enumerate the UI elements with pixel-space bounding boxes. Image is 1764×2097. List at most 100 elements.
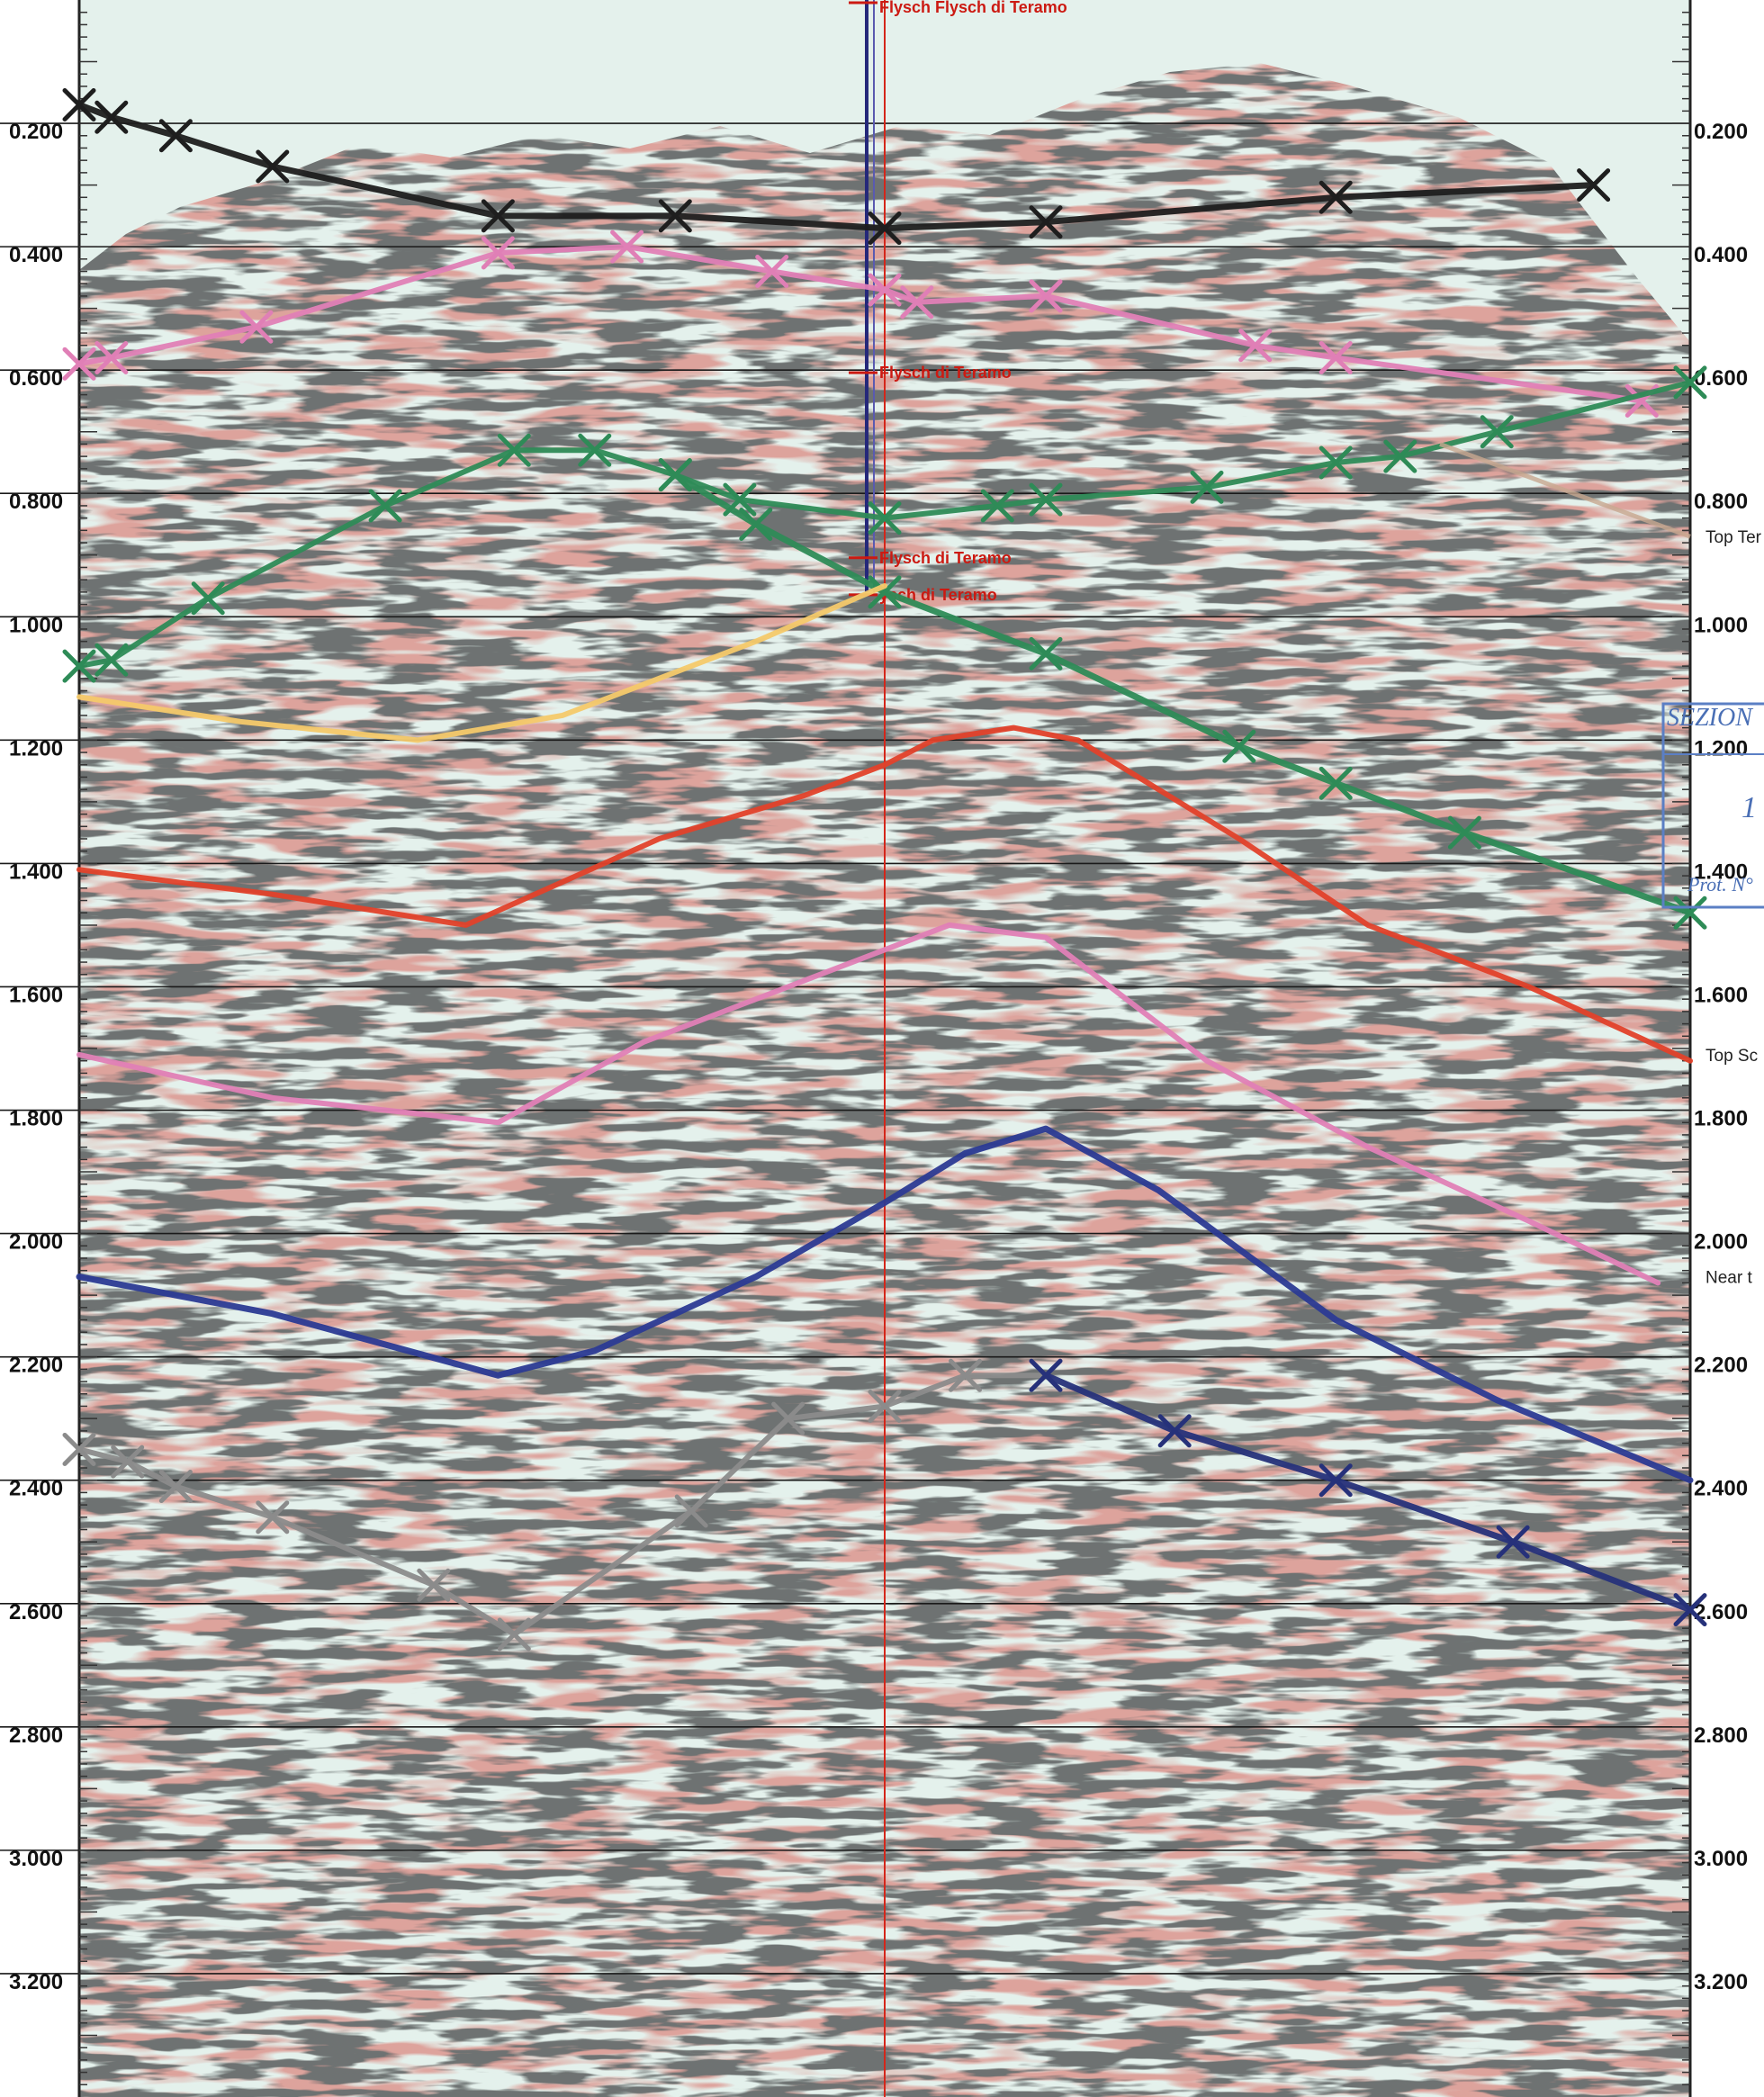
left-tick-label: 0.400: [9, 243, 63, 267]
well-formation-label: Flysch Flysch di Teramo: [879, 0, 1067, 16]
pick-marker: [256, 1500, 290, 1534]
stamp: SEZION 1 Prot. N°: [1661, 702, 1764, 909]
pick-marker: [239, 310, 274, 344]
left-tick-label: 1.000: [9, 613, 63, 637]
faint-horizon-top-right: [1439, 442, 1691, 539]
right-annotation-label: Top Ter: [1706, 528, 1762, 547]
pick-marker: [674, 1494, 708, 1528]
pick-marker: [610, 230, 644, 264]
pick-marker: [1577, 168, 1611, 202]
horizon-series: [62, 88, 1707, 1652]
pick-marker: [1673, 365, 1707, 400]
right-tick-label: 2.000: [1694, 1230, 1748, 1255]
left-tick-label: 2.600: [9, 1600, 63, 1624]
pick-marker: [62, 1432, 96, 1466]
pick-marker: [1238, 328, 1273, 363]
horizon-line-5: [76, 724, 1693, 1064]
pick-marker: [868, 501, 902, 536]
left-tick-label: 1.400: [9, 860, 63, 884]
pick-marker: [658, 199, 692, 233]
right-tick-label: 3.000: [1694, 1847, 1748, 1871]
right-annotations: Top Ter Top Sc Near t: [1439, 442, 1762, 1288]
left-tick-label: 0.600: [9, 366, 63, 391]
pick-marker: [1190, 470, 1224, 504]
pick-marker: [578, 433, 612, 467]
pick-marker: [1157, 1414, 1192, 1448]
pick-marker: [481, 236, 515, 270]
pick-marker: [1318, 1463, 1353, 1498]
pick-marker: [1318, 446, 1353, 480]
pick-marker: [1029, 279, 1063, 313]
right-tick-label: 0.800: [1694, 490, 1748, 514]
pick-marker: [1029, 482, 1063, 517]
pick-marker: [1673, 896, 1707, 930]
right-tick-label: 3.200: [1694, 1970, 1748, 1994]
right-tick-label: 2.400: [1694, 1477, 1748, 1501]
pick-marker: [868, 212, 902, 246]
pick-marker: [158, 1470, 193, 1504]
right-annotation-label: Top Sc: [1706, 1047, 1758, 1066]
pick-marker: [94, 643, 129, 677]
pick-marker: [771, 1401, 806, 1436]
pick-marker: [256, 149, 290, 184]
pick-marker: [1383, 439, 1418, 473]
pick-marker: [1673, 1593, 1707, 1627]
well-formation-label: Flysch di Teramo: [879, 549, 1012, 567]
left-tick-label: 2.400: [9, 1477, 63, 1501]
right-tick-label: 2.200: [1694, 1354, 1748, 1378]
horizon-line-0: [76, 102, 1598, 232]
left-tick-label: 1.600: [9, 983, 63, 1007]
pick-marker: [111, 1444, 145, 1479]
pick-marker: [1029, 1358, 1063, 1392]
pick-marker: [62, 346, 96, 381]
pick-marker: [497, 433, 531, 467]
well-track: Flysch Flysch di Teramo Flysch di Teramo F…: [849, 0, 1067, 2097]
right-tick-label: 1.000: [1694, 613, 1748, 637]
right-tick-label: 1.400: [1694, 860, 1748, 884]
pick-marker: [980, 489, 1014, 523]
left-tick-label: 2.200: [9, 1354, 63, 1378]
pick-marker: [94, 340, 129, 374]
pick-marker: [1222, 729, 1256, 763]
left-tick-label: 3.200: [9, 1970, 63, 1994]
left-tick-label: 2.800: [9, 1724, 63, 1748]
pick-marker: [755, 255, 789, 289]
pick-marker: [158, 119, 193, 153]
right-tick-label: 1.800: [1694, 1107, 1748, 1131]
pick-marker: [868, 575, 902, 609]
stamp-prot: Prot. N°: [1687, 873, 1753, 896]
horizon-line-3: [671, 472, 1694, 916]
pick-marker: [900, 285, 934, 320]
left-tick-label: 3.000: [9, 1847, 63, 1871]
blank-top-area: [79, 0, 1690, 342]
pick-marker: [368, 489, 402, 523]
pick-marker: [1318, 340, 1353, 374]
horizon-line-4: [76, 583, 887, 743]
pick-marker: [868, 273, 902, 307]
pick-marker: [1029, 205, 1063, 239]
right-annotation-label: Near t: [1706, 1269, 1752, 1288]
stamp-number: 1: [1742, 791, 1757, 824]
pick-marker: [1318, 766, 1353, 800]
pick-marker: [868, 1389, 902, 1423]
right-tick-label: 2.800: [1694, 1724, 1748, 1748]
pick-marker: [481, 199, 515, 233]
pick-marker: [739, 508, 773, 541]
pick-marker: [1496, 1525, 1530, 1559]
right-tick-label: 1.200: [1694, 736, 1748, 760]
well-formation-label: Flysch di Teramo: [879, 364, 1012, 382]
pick-marker: [949, 1358, 982, 1392]
horizon-line-1: [76, 244, 1645, 404]
horizon-line-2: [76, 379, 1693, 670]
pick-marker: [94, 100, 129, 134]
right-tick-label: 0.400: [1694, 243, 1748, 267]
pick-marker: [1318, 180, 1353, 214]
pick-marker: [658, 458, 692, 492]
pick-marker: [497, 1617, 531, 1652]
pick-marker: [1447, 815, 1481, 850]
left-tick-label: 1.200: [9, 736, 63, 760]
pick-marker: [417, 1568, 451, 1602]
pick-marker: [1480, 415, 1514, 449]
right-tick-label: 0.200: [1694, 120, 1748, 144]
